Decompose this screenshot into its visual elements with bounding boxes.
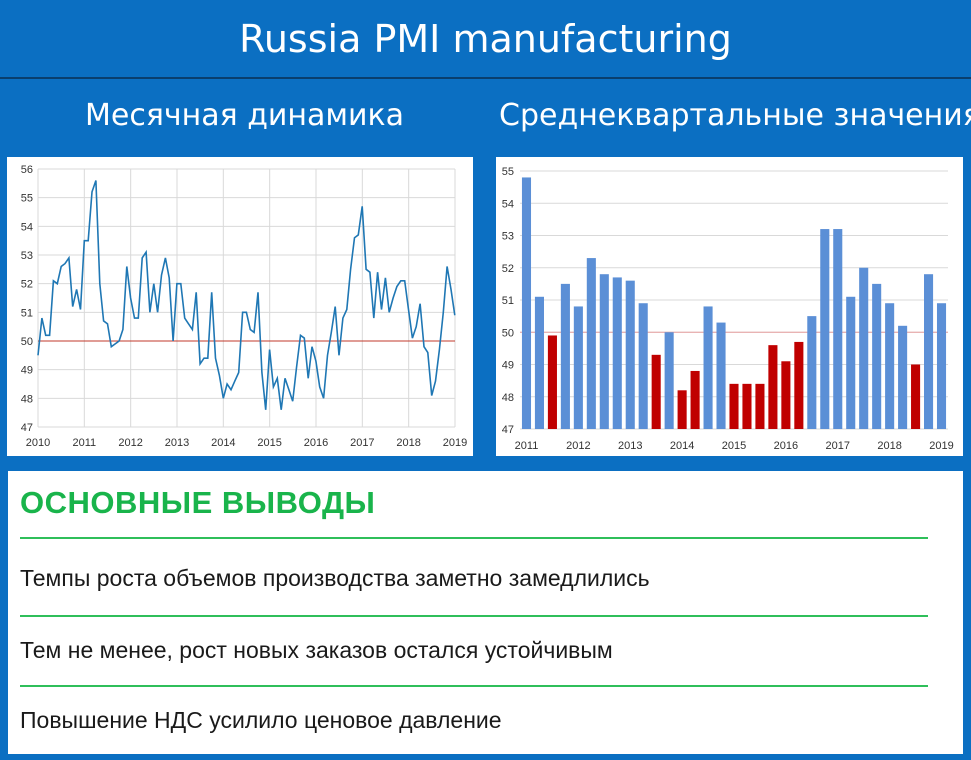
y-tick-label: 56 <box>21 164 33 176</box>
bar <box>716 322 726 429</box>
conclusion-item: Тем не менее, рост новых заказов остался… <box>20 637 613 663</box>
divider <box>20 615 928 617</box>
x-tick-label: 2015 <box>722 440 746 452</box>
y-tick-label: 51 <box>502 295 514 307</box>
conclusion-item: Повышение НДС усилило ценовое давление <box>20 707 502 733</box>
y-tick-label: 49 <box>502 360 514 372</box>
bar <box>547 335 557 429</box>
y-tick-label: 47 <box>502 424 514 436</box>
bar <box>677 390 687 429</box>
left-chart-title: Месячная динамика <box>85 98 405 133</box>
bar <box>651 354 661 429</box>
bar <box>833 229 843 429</box>
header-bar: Russia PMI manufacturing <box>0 0 971 79</box>
quarterly-chart-panel: 47 48 49 50 51 52 53 54 55 2011 2012 2013 2014 2015 20… <box>496 157 963 456</box>
bar <box>534 296 544 429</box>
bar <box>768 345 778 429</box>
bar <box>781 361 791 429</box>
divider <box>20 537 928 539</box>
x-tick-label: 2019 <box>443 437 467 449</box>
conclusion-item: Темпы роста объемов производства заметно… <box>20 565 650 591</box>
x-tick-label: 2011 <box>73 437 97 449</box>
bar <box>911 364 921 429</box>
bar <box>820 229 830 429</box>
bar <box>690 370 700 429</box>
y-tick-label: 48 <box>21 393 33 405</box>
y-tick-label: 50 <box>21 336 33 348</box>
x-tick-label: 2014 <box>670 440 694 452</box>
bar <box>638 303 648 429</box>
conclusions-title: ОСНОВНЫЕ ВЫВОДЫ <box>20 485 376 520</box>
bar <box>599 274 609 429</box>
bar <box>872 283 882 429</box>
bar <box>573 306 583 429</box>
y-tick-label: 53 <box>21 250 33 262</box>
x-tick-label: 2019 <box>929 440 953 452</box>
conclusions-panel: ОСНОВНЫЕ ВЫВОДЫ Темпы роста объемов прои… <box>8 471 963 754</box>
quarterly-bar-chart: 47 48 49 50 51 52 53 54 55 2011 2012 2013 2014 2015 20… <box>502 166 954 452</box>
x-tick-label: 2012 <box>118 437 142 449</box>
y-tick-label: 49 <box>21 365 33 377</box>
x-tick-label: 2016 <box>774 440 798 452</box>
bar <box>859 267 869 429</box>
x-tick-label: 2013 <box>618 440 642 452</box>
y-tick-label: 47 <box>21 422 33 434</box>
bar <box>703 306 713 429</box>
y-tick-label: 52 <box>502 263 514 275</box>
bar <box>898 325 908 429</box>
bar <box>586 258 596 429</box>
x-tick-label: 2015 <box>257 437 281 449</box>
y-tick-label: 54 <box>502 198 514 210</box>
y-tick-label: 52 <box>21 279 33 291</box>
bar <box>521 177 532 429</box>
bar <box>625 280 635 429</box>
y-tick-label: 55 <box>502 166 514 178</box>
bar <box>612 277 622 429</box>
bar <box>729 383 739 429</box>
bar <box>560 283 570 429</box>
y-tick-label: 51 <box>21 307 33 319</box>
x-tick-label: 2013 <box>165 437 189 449</box>
monthly-chart-panel: 47 48 49 50 51 52 53 54 55 56 2010 2011 2012 2013 2014… <box>7 157 473 456</box>
bar <box>807 316 817 429</box>
bar <box>742 383 752 429</box>
series-line <box>37 180 456 410</box>
bar <box>846 296 856 429</box>
page-title: Russia PMI manufacturing <box>239 16 732 61</box>
bar <box>924 274 934 429</box>
bar <box>885 303 895 429</box>
x-tick-label: 2016 <box>304 437 328 449</box>
x-tick-label: 2010 <box>26 437 50 449</box>
y-tick-label: 50 <box>502 327 514 339</box>
x-tick-label: 2014 <box>211 437 235 449</box>
x-tick-label: 2017 <box>826 440 850 452</box>
y-tick-label: 55 <box>21 193 33 205</box>
x-tick-label: 2018 <box>396 437 420 449</box>
bar <box>664 332 674 429</box>
y-tick-label: 48 <box>502 392 514 404</box>
y-tick-label: 54 <box>21 221 33 233</box>
x-tick-label: 2011 <box>515 440 539 452</box>
y-tick-label: 53 <box>502 231 514 243</box>
x-tick-label: 2017 <box>350 437 374 449</box>
x-tick-label: 2012 <box>566 440 590 452</box>
right-chart-title: Среднеквартальные значения <box>499 98 971 133</box>
divider <box>20 685 928 687</box>
bar <box>755 383 765 429</box>
monthly-line-chart: 47 48 49 50 51 52 53 54 55 56 2010 2011 2012 2013 2014… <box>21 164 467 449</box>
bar <box>794 341 804 429</box>
x-tick-label: 2018 <box>877 440 901 452</box>
bar <box>936 303 947 429</box>
